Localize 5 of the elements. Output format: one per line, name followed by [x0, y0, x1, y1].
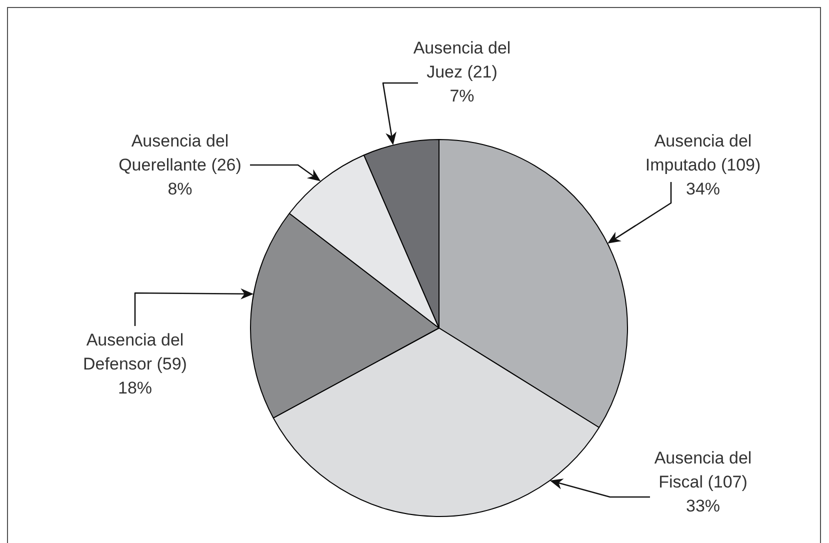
- slice-label: Ausencia del Defensor (59) 18%: [83, 330, 187, 398]
- slice-label: Ausencia del Juez (21) 7%: [413, 38, 511, 106]
- slice-label: Ausencia del Querellante (26) 8%: [118, 132, 242, 199]
- slice-label: Ausencia del Imputado (109) 34%: [645, 132, 761, 199]
- slice-label: Ausencia del Fiscal (107) 33%: [654, 448, 752, 516]
